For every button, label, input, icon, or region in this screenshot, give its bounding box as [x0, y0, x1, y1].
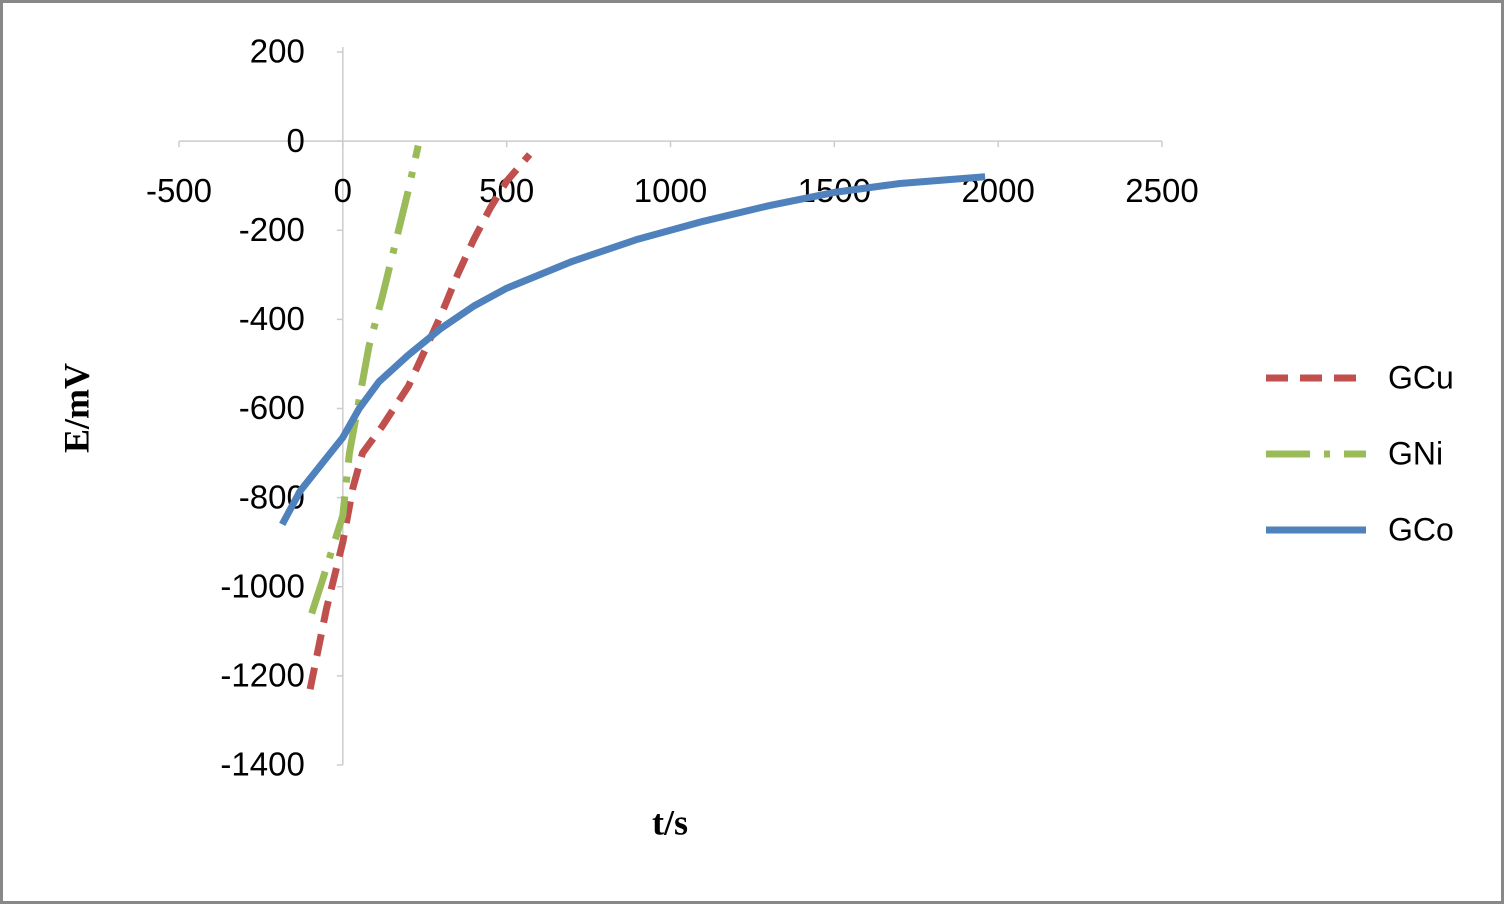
- x-axis-title: t/s: [652, 802, 688, 842]
- y-tick-label: -1400: [220, 746, 304, 783]
- legend-label: GCu: [1388, 359, 1454, 395]
- x-tick-label: 1000: [634, 172, 707, 209]
- legend-label: GCo: [1388, 511, 1454, 547]
- series-line: [279, 173, 986, 527]
- y-tick-label: 0: [286, 122, 304, 159]
- y-tick-label: -1000: [220, 567, 304, 604]
- y-axis-title: E/mV: [56, 363, 96, 453]
- y-tick-label: -200: [239, 211, 305, 248]
- legend-label: GNi: [1388, 435, 1443, 471]
- x-tick-label: 0: [334, 172, 352, 209]
- y-tick-label: -400: [239, 300, 305, 337]
- y-tick-label: -1200: [220, 657, 304, 694]
- x-tick-label: 2500: [1125, 172, 1198, 209]
- y-tick-label: 200: [250, 33, 305, 70]
- series-line: [308, 144, 422, 615]
- y-tick-label: -600: [239, 389, 305, 426]
- series-line: [306, 152, 533, 690]
- x-tick-label: -500: [146, 172, 212, 209]
